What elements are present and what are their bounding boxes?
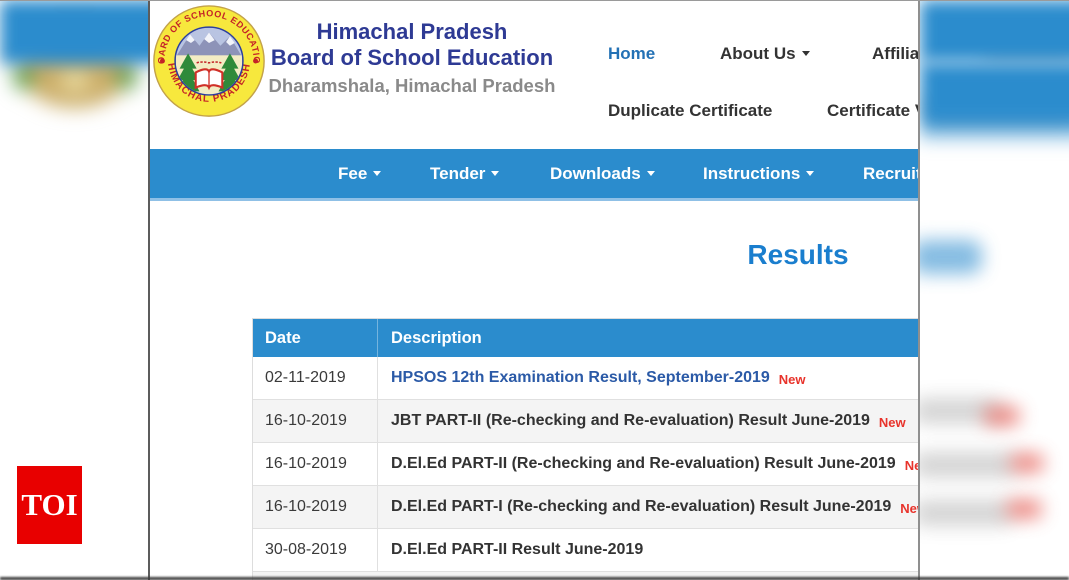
navbar-item-tender-label: Tender <box>430 164 486 183</box>
row-description-cell: D.El.Ed PART-II (Re-checking and Re-eval… <box>378 443 918 485</box>
hpbose-seal-logo: BOARD OF SCHOOL EDUCATION HIMACHAL PRADE… <box>152 4 265 117</box>
result-text: JBT PART-II (Re-checking and Re-evaluati… <box>391 412 870 429</box>
new-badge: New <box>900 500 918 516</box>
row-description-cell: D.El.Ed PART-I (Re-checking and Re-evalu… <box>378 486 918 528</box>
blurred-backdrop-right <box>920 0 1069 580</box>
row-date: 02-11-2019 <box>253 357 378 399</box>
table-row: 02-11-2019 HPSOS 12th Examination Result… <box>253 357 918 400</box>
table-row: 16-10-2019 JBT PART-II (Re-checking and … <box>253 400 918 443</box>
nav-link-affiliation-label: Affiliat <box>872 44 920 63</box>
toi-logo-text: TOI <box>21 487 78 522</box>
navbar-item-recruitment[interactable]: Recruit <box>863 164 920 184</box>
new-badge: New <box>878 414 906 430</box>
row-date: 16-10-2019 <box>253 400 378 442</box>
site-title-line1: Himachal Pradesh <box>316 19 508 44</box>
blurred-results-blob <box>920 240 982 274</box>
row-description-cell: JBT PART-II (Re-checking and Re-evaluati… <box>378 400 918 442</box>
nav-link-certificate-verification[interactable]: Certificate V <box>827 101 920 121</box>
toi-logo: TOI <box>17 466 82 544</box>
blurred-navbar-band-left <box>0 0 148 64</box>
caret-down-icon <box>373 171 382 177</box>
row-date: 16-10-2019 <box>253 443 378 485</box>
result-link[interactable]: HPSOS 12th Examination Result, September… <box>391 369 770 386</box>
table-row: 16-10-2019 D.El.Ed PART-I (Re-checking a… <box>253 486 918 529</box>
navbar-item-instructions[interactable]: Instructions <box>703 164 815 184</box>
blurred-new-badge <box>1010 453 1044 473</box>
blurred-row-smudge <box>920 500 1014 526</box>
blurred-table-header-band <box>920 62 1069 146</box>
navbar-item-tender[interactable]: Tender <box>430 164 500 184</box>
blurred-row-smudge <box>920 452 1018 478</box>
blurred-navbar-band-right <box>920 0 1069 62</box>
results-table: Date Description 02-11-2019 HPSOS 12th E… <box>252 318 918 580</box>
new-badge: New <box>778 371 806 387</box>
blurred-new-badge <box>1006 499 1042 519</box>
seal-book-icon <box>194 68 224 91</box>
nav-link-duplicate-certificate[interactable]: Duplicate Certificate <box>608 101 772 121</box>
new-badge: New <box>904 457 918 473</box>
result-text: D.El.Ed PART-II Result June-2019 <box>391 541 644 558</box>
blurred-new-badge <box>984 406 1020 426</box>
navbar-item-downloads[interactable]: Downloads <box>550 164 655 184</box>
nav-link-duplicate-certificate-label: Duplicate Certificate <box>608 101 773 120</box>
result-text: D.El.Ed PART-I (Re-checking and Re-evalu… <box>391 498 892 515</box>
row-description-cell: D.El.Ed PART-II Result June-2019 <box>378 529 918 571</box>
navbar-item-fee-label: Fee <box>338 164 368 183</box>
result-text: D.El.Ed PART-II (Re-checking and Re-eval… <box>391 455 896 472</box>
caret-down-icon <box>801 51 810 57</box>
main-navbar: Fee Tender Downloads Instructions Recrui… <box>150 149 920 201</box>
page-title: Results <box>747 239 849 270</box>
table-row: 16-10-2019 D.El.Ed PART-II (Re-checking … <box>253 443 918 486</box>
table-row: 30-08-2019 D.El.Ed PART-II Result June-2… <box>253 529 918 572</box>
table-header-description: Description <box>391 328 482 347</box>
table-row-partial <box>253 572 918 580</box>
website-content: BOARD OF SCHOOL EDUCATION HIMACHAL PRADE… <box>148 0 920 580</box>
image-bottom-edge <box>0 577 1069 580</box>
table-header-row: Date Description <box>253 319 918 357</box>
caret-down-icon <box>646 171 655 177</box>
row-date: 30-08-2019 <box>253 529 378 571</box>
nav-link-certificate-verification-label: Certificate V <box>827 101 920 120</box>
nav-link-about-us[interactable]: About Us <box>720 44 810 64</box>
image-top-edge <box>0 0 1069 1</box>
nav-link-home-label: Home <box>608 44 656 63</box>
nav-link-home[interactable]: Home <box>608 44 655 64</box>
navbar-item-recruitment-label: Recruit <box>863 164 920 183</box>
site-title: Himachal Pradesh Board of School Educati… <box>262 19 562 71</box>
navbar-item-instructions-label: Instructions <box>703 164 801 183</box>
navbar-item-downloads-label: Downloads <box>550 164 641 183</box>
navbar-item-fee[interactable]: Fee <box>338 164 382 184</box>
site-title-line2: Board of School Education <box>270 45 554 70</box>
nav-link-about-us-label: About Us <box>720 44 796 63</box>
table-header-date: Date <box>253 319 378 357</box>
row-date: 16-10-2019 <box>253 486 378 528</box>
site-subtitle: Dharamshala, Himachal Pradesh <box>268 75 556 96</box>
caret-down-icon <box>806 171 815 177</box>
nav-link-affiliation[interactable]: Affiliat <box>872 44 920 64</box>
caret-down-icon <box>491 171 500 177</box>
row-description-cell: HPSOS 12th Examination Result, September… <box>378 357 918 399</box>
